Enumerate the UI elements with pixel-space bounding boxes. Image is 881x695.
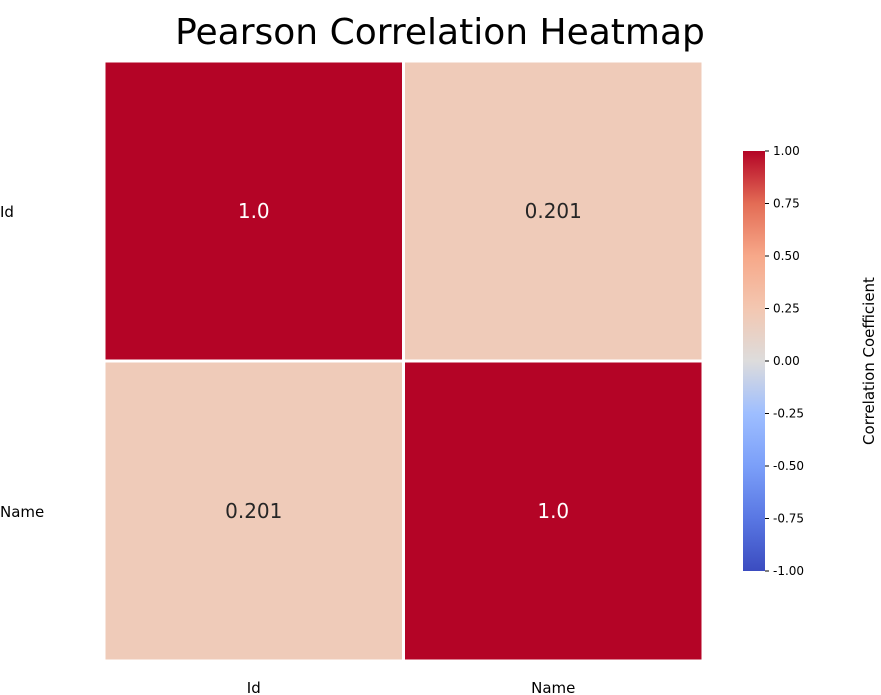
cell-value-label: 0.201 xyxy=(525,199,582,223)
colorbar-tick-label: 0.50 xyxy=(773,249,800,263)
colorbar xyxy=(743,151,765,571)
colorbar-tick-label: -1.00 xyxy=(773,564,804,578)
cell-value-label: 1.0 xyxy=(537,499,569,523)
colorbar-tick-label: -0.25 xyxy=(773,407,804,421)
colorbar-tick-label: 1.00 xyxy=(773,144,800,158)
colorbar-tick-label: 0.75 xyxy=(773,197,800,211)
y-tick-label: Name xyxy=(0,503,44,521)
colorbar-tick-label: 0.25 xyxy=(773,302,800,316)
cell-value-label: 0.201 xyxy=(225,499,282,523)
x-axis-tick-labels: Id Name xyxy=(247,679,576,695)
heatmap-cell xyxy=(402,359,705,663)
cell-value-label: 1.0 xyxy=(238,199,270,223)
colorbar-ticks: 1.00 0.75 0.50 0.25 0.00 -0.25 -0.50 -0.75 -1.00 xyxy=(765,144,804,578)
colorbar-tick-label: -0.75 xyxy=(773,512,804,526)
colorbar-tick-label: -0.50 xyxy=(773,459,804,473)
heatmap-cell xyxy=(102,359,405,663)
y-axis-tick-labels: Id Name xyxy=(0,203,44,521)
chart-title: Pearson Correlation Heatmap xyxy=(175,12,705,53)
heatmap-cells: 1.0 0.201 0.201 1.0 xyxy=(102,59,705,663)
y-tick-label: Id xyxy=(0,203,14,221)
x-tick-label: Id xyxy=(247,679,261,695)
heatmap-cell xyxy=(102,59,405,363)
colorbar-label: Correlation Coefficient xyxy=(860,277,878,445)
x-tick-label: Name xyxy=(531,679,575,695)
heatmap-cell xyxy=(402,59,705,363)
colorbar-tick-label: 0.00 xyxy=(773,354,800,368)
